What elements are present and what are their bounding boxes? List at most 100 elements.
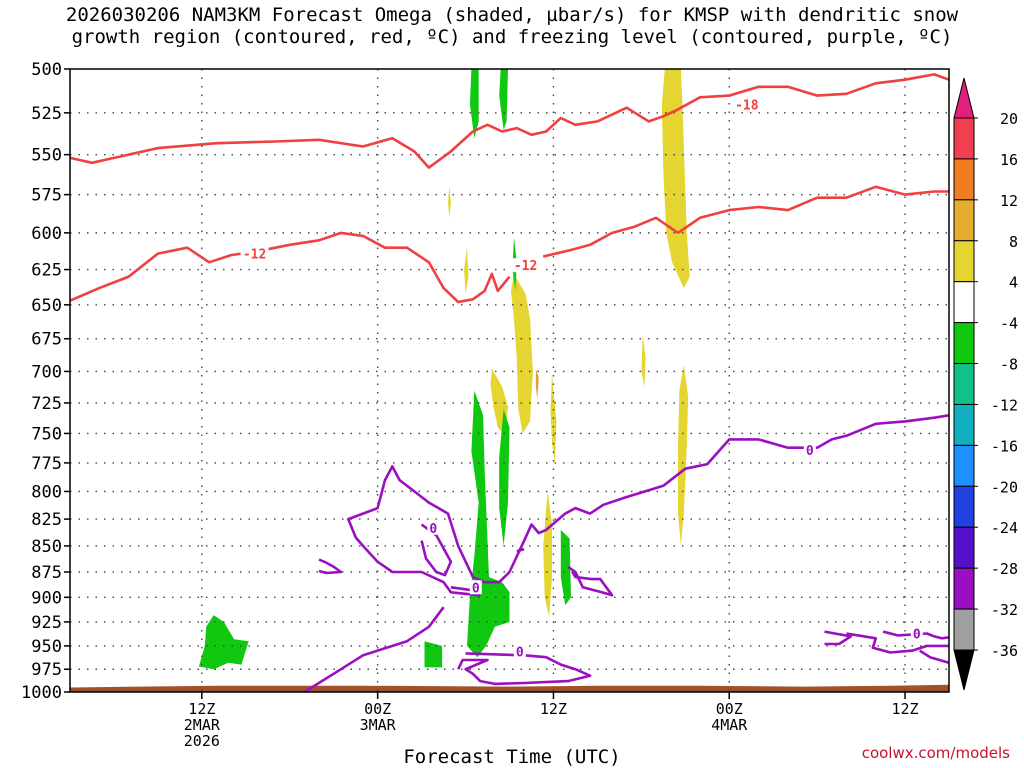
contour-label-bg	[511, 258, 540, 273]
colorbar-label: -36	[991, 642, 1018, 660]
omega-shaded-region	[464, 247, 469, 294]
colorbar-label: -28	[991, 560, 1018, 578]
colorbar-label: 16	[1000, 151, 1018, 169]
plot-background	[70, 69, 949, 692]
plot-area: -18 -12 -12 0 0 0 0 0	[69, 68, 950, 694]
y-tick-label: 700	[31, 362, 62, 382]
y-tick-label: 500	[31, 60, 62, 80]
contour-label-bg	[240, 246, 269, 261]
contour-lines: -18 -12 -12 0 0 0 0 0	[69, 73, 950, 694]
contour-line	[516, 547, 525, 553]
y-tick-label: 725	[31, 394, 62, 414]
x-tick-label: 12Z	[540, 700, 567, 718]
colorbar-swatch	[953, 526, 975, 569]
contour-label-bg	[803, 443, 816, 458]
colorbar-swatch	[953, 322, 975, 365]
x-tick-label: 2026	[184, 732, 220, 750]
y-tick-label: 750	[31, 424, 62, 444]
y-tick-label: 525	[31, 104, 62, 124]
y-tick-label: 775	[31, 454, 62, 474]
contour-label-bg	[469, 580, 482, 595]
colorbar-label: -16	[991, 437, 1018, 455]
y-tick-label: 825	[31, 510, 62, 530]
contour-line	[420, 523, 453, 577]
chart-title-line1: 2026030206 NAM3KM Forecast Omega (shaded…	[65, 4, 959, 26]
colorbar-swatch	[953, 117, 975, 160]
contour-label-bg	[513, 644, 526, 659]
contour-line	[457, 652, 592, 686]
contour-line	[69, 73, 950, 169]
y-tick-label: 850	[31, 537, 62, 557]
colorbar-label: 4	[1009, 274, 1018, 292]
colorbar-label: -12	[991, 396, 1018, 414]
y-tick-label: 975	[31, 660, 62, 680]
contour-line	[918, 649, 950, 665]
contour-label: 0	[806, 444, 814, 459]
contour-label: -12	[514, 259, 537, 274]
x-tick-label: 00Z	[716, 700, 743, 718]
contour-line	[542, 216, 679, 258]
y-tick-label: 650	[31, 296, 62, 316]
colorbar-swatch	[953, 608, 975, 651]
colorbar-label: -8	[1000, 356, 1018, 374]
contour-label-bg	[427, 520, 440, 535]
plot-frame	[69, 68, 950, 693]
omega-shaded-region	[535, 368, 539, 400]
colorbar-top-arrow	[953, 77, 975, 119]
contour-line	[882, 630, 950, 640]
grid-lines	[70, 69, 949, 692]
omega-shaded-region	[198, 615, 249, 670]
contour-line	[824, 630, 853, 646]
y-tick-label: 800	[31, 482, 62, 502]
colorbar-swatch	[953, 240, 975, 283]
colorbar-label: -20	[991, 478, 1018, 496]
contour-label: -12	[243, 248, 266, 263]
omega-shaded-region	[543, 491, 552, 618]
omega-shaded-region	[499, 69, 508, 130]
omega-shaded-region	[678, 365, 689, 546]
x-tick-label: 4MAR	[711, 716, 748, 734]
colorbar-swatch	[953, 567, 975, 610]
colorbar-bottom-arrow	[953, 649, 975, 691]
chart-title-line2: growth region (contoured, red, ºC) and f…	[71, 26, 953, 48]
y-tick-label: 575	[31, 186, 62, 206]
omega-shaded-region	[448, 186, 451, 218]
omega-shaded-region	[560, 529, 571, 606]
y-tick-label: 1000	[21, 683, 62, 703]
contour-line	[846, 632, 949, 654]
colorbar-swatch	[953, 444, 975, 487]
colorbar-label: 8	[1009, 233, 1018, 251]
omega-shaded-region	[424, 641, 443, 668]
y-tick-label: 625	[31, 261, 62, 281]
omega-shaded-region	[499, 409, 510, 546]
colorbar-label: -24	[991, 519, 1018, 537]
contour-label: 0	[516, 646, 524, 661]
omega-shaded-region	[469, 69, 479, 139]
contour-line	[677, 185, 949, 234]
pressure-axis: 500 525 550 575 600 625 650 675 700 725 750 775 800 8…	[21, 60, 70, 703]
colorbar-swatch	[953, 363, 975, 405]
colorbar-swatch	[953, 199, 975, 242]
x-tick-label: 3MAR	[360, 716, 397, 734]
watermark: coolwx.com/models	[861, 744, 1010, 762]
colorbar-label: -32	[991, 601, 1018, 619]
colorbar-label: 20	[1000, 110, 1018, 128]
y-tick-label: 675	[31, 330, 62, 350]
y-tick-label: 925	[31, 613, 62, 633]
y-tick-label: 600	[31, 224, 62, 244]
y-tick-label: 950	[31, 637, 62, 657]
x-tick-label: 00Z	[364, 700, 391, 718]
contour-line	[303, 606, 445, 694]
colorbar-label: -4	[1000, 315, 1018, 333]
x-tick-label: 12Z	[892, 700, 919, 718]
colorbar-swatch	[953, 485, 975, 528]
omega-shaded-region	[511, 273, 533, 434]
colorbar-label: 12	[1000, 192, 1018, 210]
colorbar-swatch	[953, 403, 975, 446]
contour-label: 0	[913, 628, 921, 643]
contour-line	[567, 565, 614, 597]
x-axis-title: Forecast Time (UTC)	[403, 746, 621, 768]
contour-label: 0	[429, 522, 437, 537]
